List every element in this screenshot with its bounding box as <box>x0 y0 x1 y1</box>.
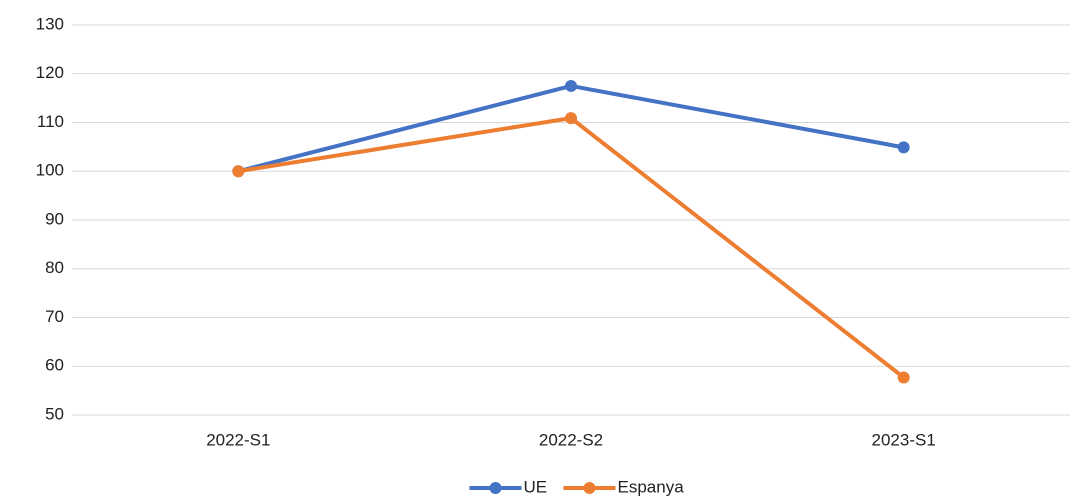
legend-label: UE <box>524 477 548 496</box>
point <box>232 165 245 178</box>
y-tick-label: 90 <box>45 209 64 228</box>
point <box>897 141 910 154</box>
y-tick-label: 110 <box>37 112 64 131</box>
legend-label: Espanya <box>618 477 685 496</box>
y-tick-label: 120 <box>36 63 64 82</box>
series-line <box>238 116 905 380</box>
point <box>897 371 910 384</box>
legend-marker <box>583 482 596 494</box>
y-tick-label: 70 <box>45 307 64 326</box>
y-tick-label: 60 <box>45 356 64 375</box>
legend-item: UE <box>469 477 548 496</box>
x-tick-label: 2023-S1 <box>872 430 936 449</box>
x-tick-label: 2022-S2 <box>539 430 603 449</box>
point <box>565 79 577 92</box>
y-tick-label: 130 <box>36 14 64 33</box>
legend-item: Espanya <box>563 477 685 496</box>
x-tick-label: 2022-S1 <box>206 430 270 449</box>
point <box>565 112 577 125</box>
series-line <box>237 83 905 174</box>
y-tick-label: 100 <box>36 161 64 180</box>
y-tick-label: 50 <box>45 404 64 423</box>
y-tick-label: 80 <box>45 258 64 277</box>
legend-marker <box>489 482 502 494</box>
